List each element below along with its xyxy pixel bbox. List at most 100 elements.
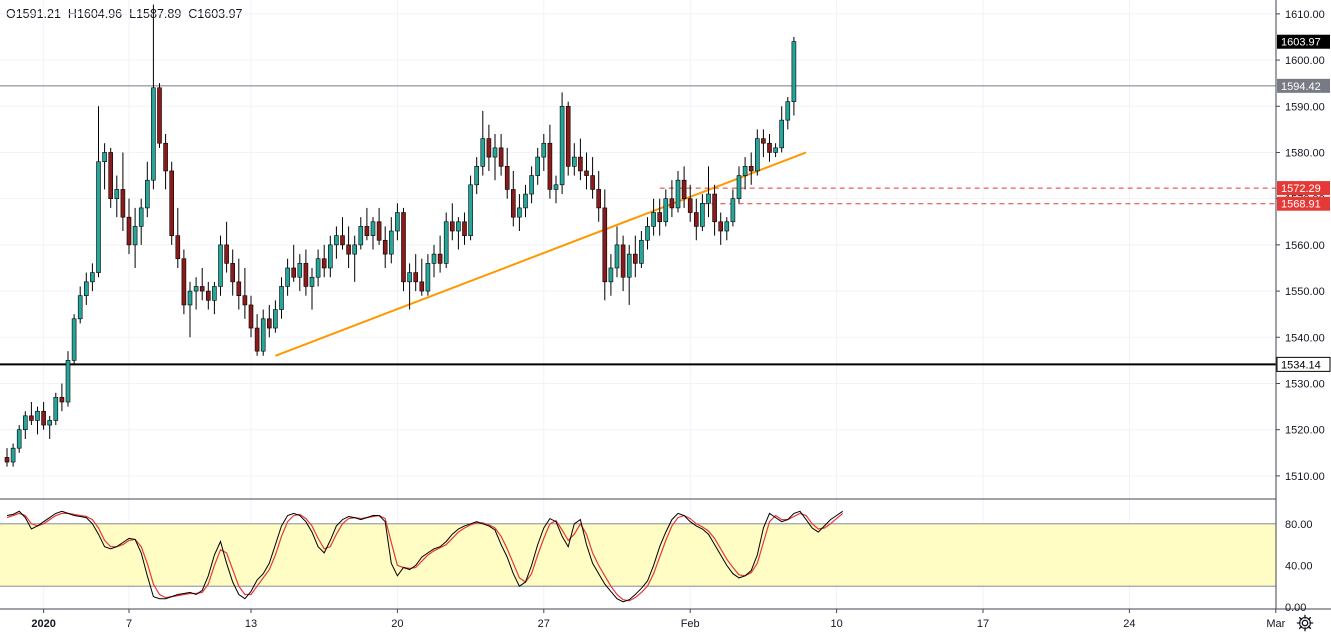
candle[interactable] [779,106,785,153]
stochastic-k-line[interactable] [6,510,843,603]
candle[interactable] [16,425,22,453]
candle[interactable] [669,180,675,218]
candle[interactable] [175,207,181,268]
candle[interactable] [224,221,229,273]
stochastic-d-line[interactable] [6,512,844,602]
stochastic-pane[interactable] [0,498,1276,603]
candle[interactable] [407,263,412,310]
candle[interactable] [315,249,321,287]
candle[interactable] [199,267,205,301]
candle[interactable] [297,254,303,292]
candle[interactable] [242,267,248,319]
candle[interactable] [352,235,358,282]
candle[interactable] [132,207,138,268]
candle[interactable] [791,36,797,116]
candle[interactable] [138,198,144,245]
candle[interactable] [108,147,113,208]
candle[interactable] [425,254,431,296]
candle[interactable] [639,231,644,268]
candle[interactable] [279,277,284,319]
candle[interactable] [645,217,650,250]
candle[interactable] [291,244,297,282]
candle[interactable] [602,189,608,301]
candle[interactable] [517,194,522,232]
candle[interactable] [626,244,632,305]
candle[interactable] [718,212,724,245]
candle[interactable] [565,101,571,176]
candle[interactable] [547,124,553,199]
trendline[interactable] [275,151,807,357]
candle[interactable] [163,133,168,190]
candle[interactable] [303,249,309,296]
candle[interactable] [187,281,193,338]
candle[interactable] [206,281,211,310]
candle[interactable] [651,198,656,236]
candle[interactable] [90,263,95,292]
candle[interactable] [706,166,711,218]
candle[interactable] [346,226,351,268]
candle[interactable] [687,184,693,222]
candle[interactable] [748,152,754,185]
candle[interactable] [571,143,577,176]
candle[interactable] [742,157,748,190]
candle[interactable] [358,217,364,250]
price-pane[interactable] [0,0,1277,609]
candle[interactable] [212,281,217,315]
candle[interactable] [608,254,614,296]
candle[interactable] [700,194,705,232]
candle[interactable] [254,314,260,356]
candle[interactable] [59,383,65,412]
candle[interactable] [523,184,528,218]
candle[interactable] [41,401,46,430]
candle[interactable] [77,286,83,324]
candle[interactable] [376,207,382,245]
candle[interactable] [578,138,583,181]
candle[interactable] [620,235,626,292]
candle[interactable] [193,277,199,310]
candle[interactable] [230,249,235,296]
candle[interactable] [767,133,772,162]
candle[interactable] [309,267,315,310]
candle[interactable] [754,129,760,176]
candle[interactable] [151,4,156,190]
gear-icon[interactable] [1296,614,1314,632]
candle[interactable] [419,258,425,296]
candle[interactable] [29,401,34,426]
candle[interactable] [71,314,77,366]
candle[interactable] [474,157,480,195]
candle[interactable] [529,166,534,204]
candle[interactable] [126,198,132,255]
candle[interactable] [590,157,595,199]
candle[interactable] [327,235,333,278]
candle[interactable] [4,448,10,467]
candle[interactable] [120,152,126,232]
candle[interactable] [53,392,59,426]
candle[interactable] [614,226,620,278]
candle[interactable] [401,207,406,292]
candle[interactable] [35,406,40,435]
candle[interactable] [218,235,223,296]
candle[interactable] [443,212,449,268]
candle[interactable] [724,217,730,241]
candle[interactable] [462,212,467,245]
candle[interactable] [431,244,437,278]
candle[interactable] [169,161,174,245]
candle[interactable] [102,143,107,190]
candle[interactable] [510,170,516,227]
candle[interactable] [657,198,663,236]
candle[interactable] [114,175,120,218]
candle[interactable] [388,217,394,264]
candle[interactable] [22,411,28,439]
candle[interactable] [663,189,669,227]
candle[interactable] [681,166,687,208]
candle[interactable] [553,175,559,204]
candle[interactable] [236,258,242,310]
candle[interactable] [480,110,486,176]
candle[interactable] [145,161,150,218]
candle[interactable] [321,244,327,278]
candle[interactable] [382,226,388,268]
candle[interactable] [437,235,443,273]
candle[interactable] [559,92,565,195]
candle[interactable] [413,254,419,292]
